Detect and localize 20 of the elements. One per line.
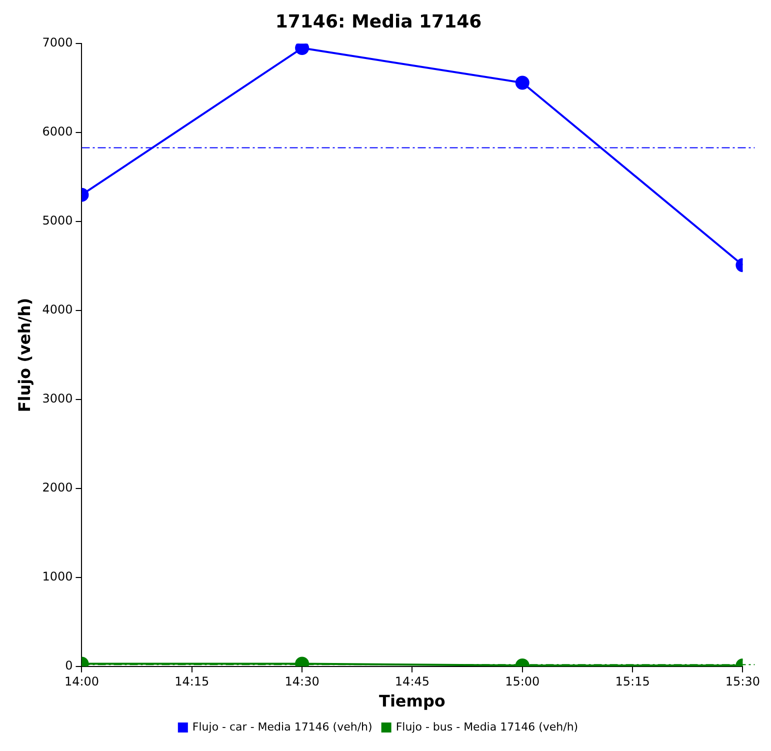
- x-tick-label: 14:45: [394, 674, 430, 689]
- y-tick-label: 5000: [42, 214, 73, 228]
- y-tick-label: 2000: [42, 480, 73, 495]
- y-tick-label: 3000: [42, 392, 73, 406]
- x-tick-label: 14:00: [64, 674, 100, 689]
- chart-title: 17146: Media 17146: [275, 11, 482, 32]
- x-tick-label: 15:00: [505, 674, 540, 689]
- x-tick-label: 15:30: [725, 674, 760, 689]
- x-tick-label: 14:15: [174, 674, 210, 689]
- y-axis-title: Flujo (veh/h): [14, 298, 34, 412]
- legend-label: Flujo - car - Media 17146 (veh/h): [192, 720, 372, 734]
- x-tick-label: 14:30: [284, 674, 320, 689]
- y-tick-label: 0: [65, 658, 73, 673]
- x-tick-label: 15:15: [615, 674, 650, 689]
- y-tick-label: 6000: [42, 124, 73, 139]
- x-axis-title: Tiempo: [379, 692, 446, 711]
- y-tick-label: 1000: [42, 570, 73, 584]
- y-tick-label: 7000: [42, 36, 73, 50]
- y-tick-label: 4000: [42, 302, 73, 317]
- legend-label: Flujo - bus - Media 17146 (veh/h): [396, 720, 578, 734]
